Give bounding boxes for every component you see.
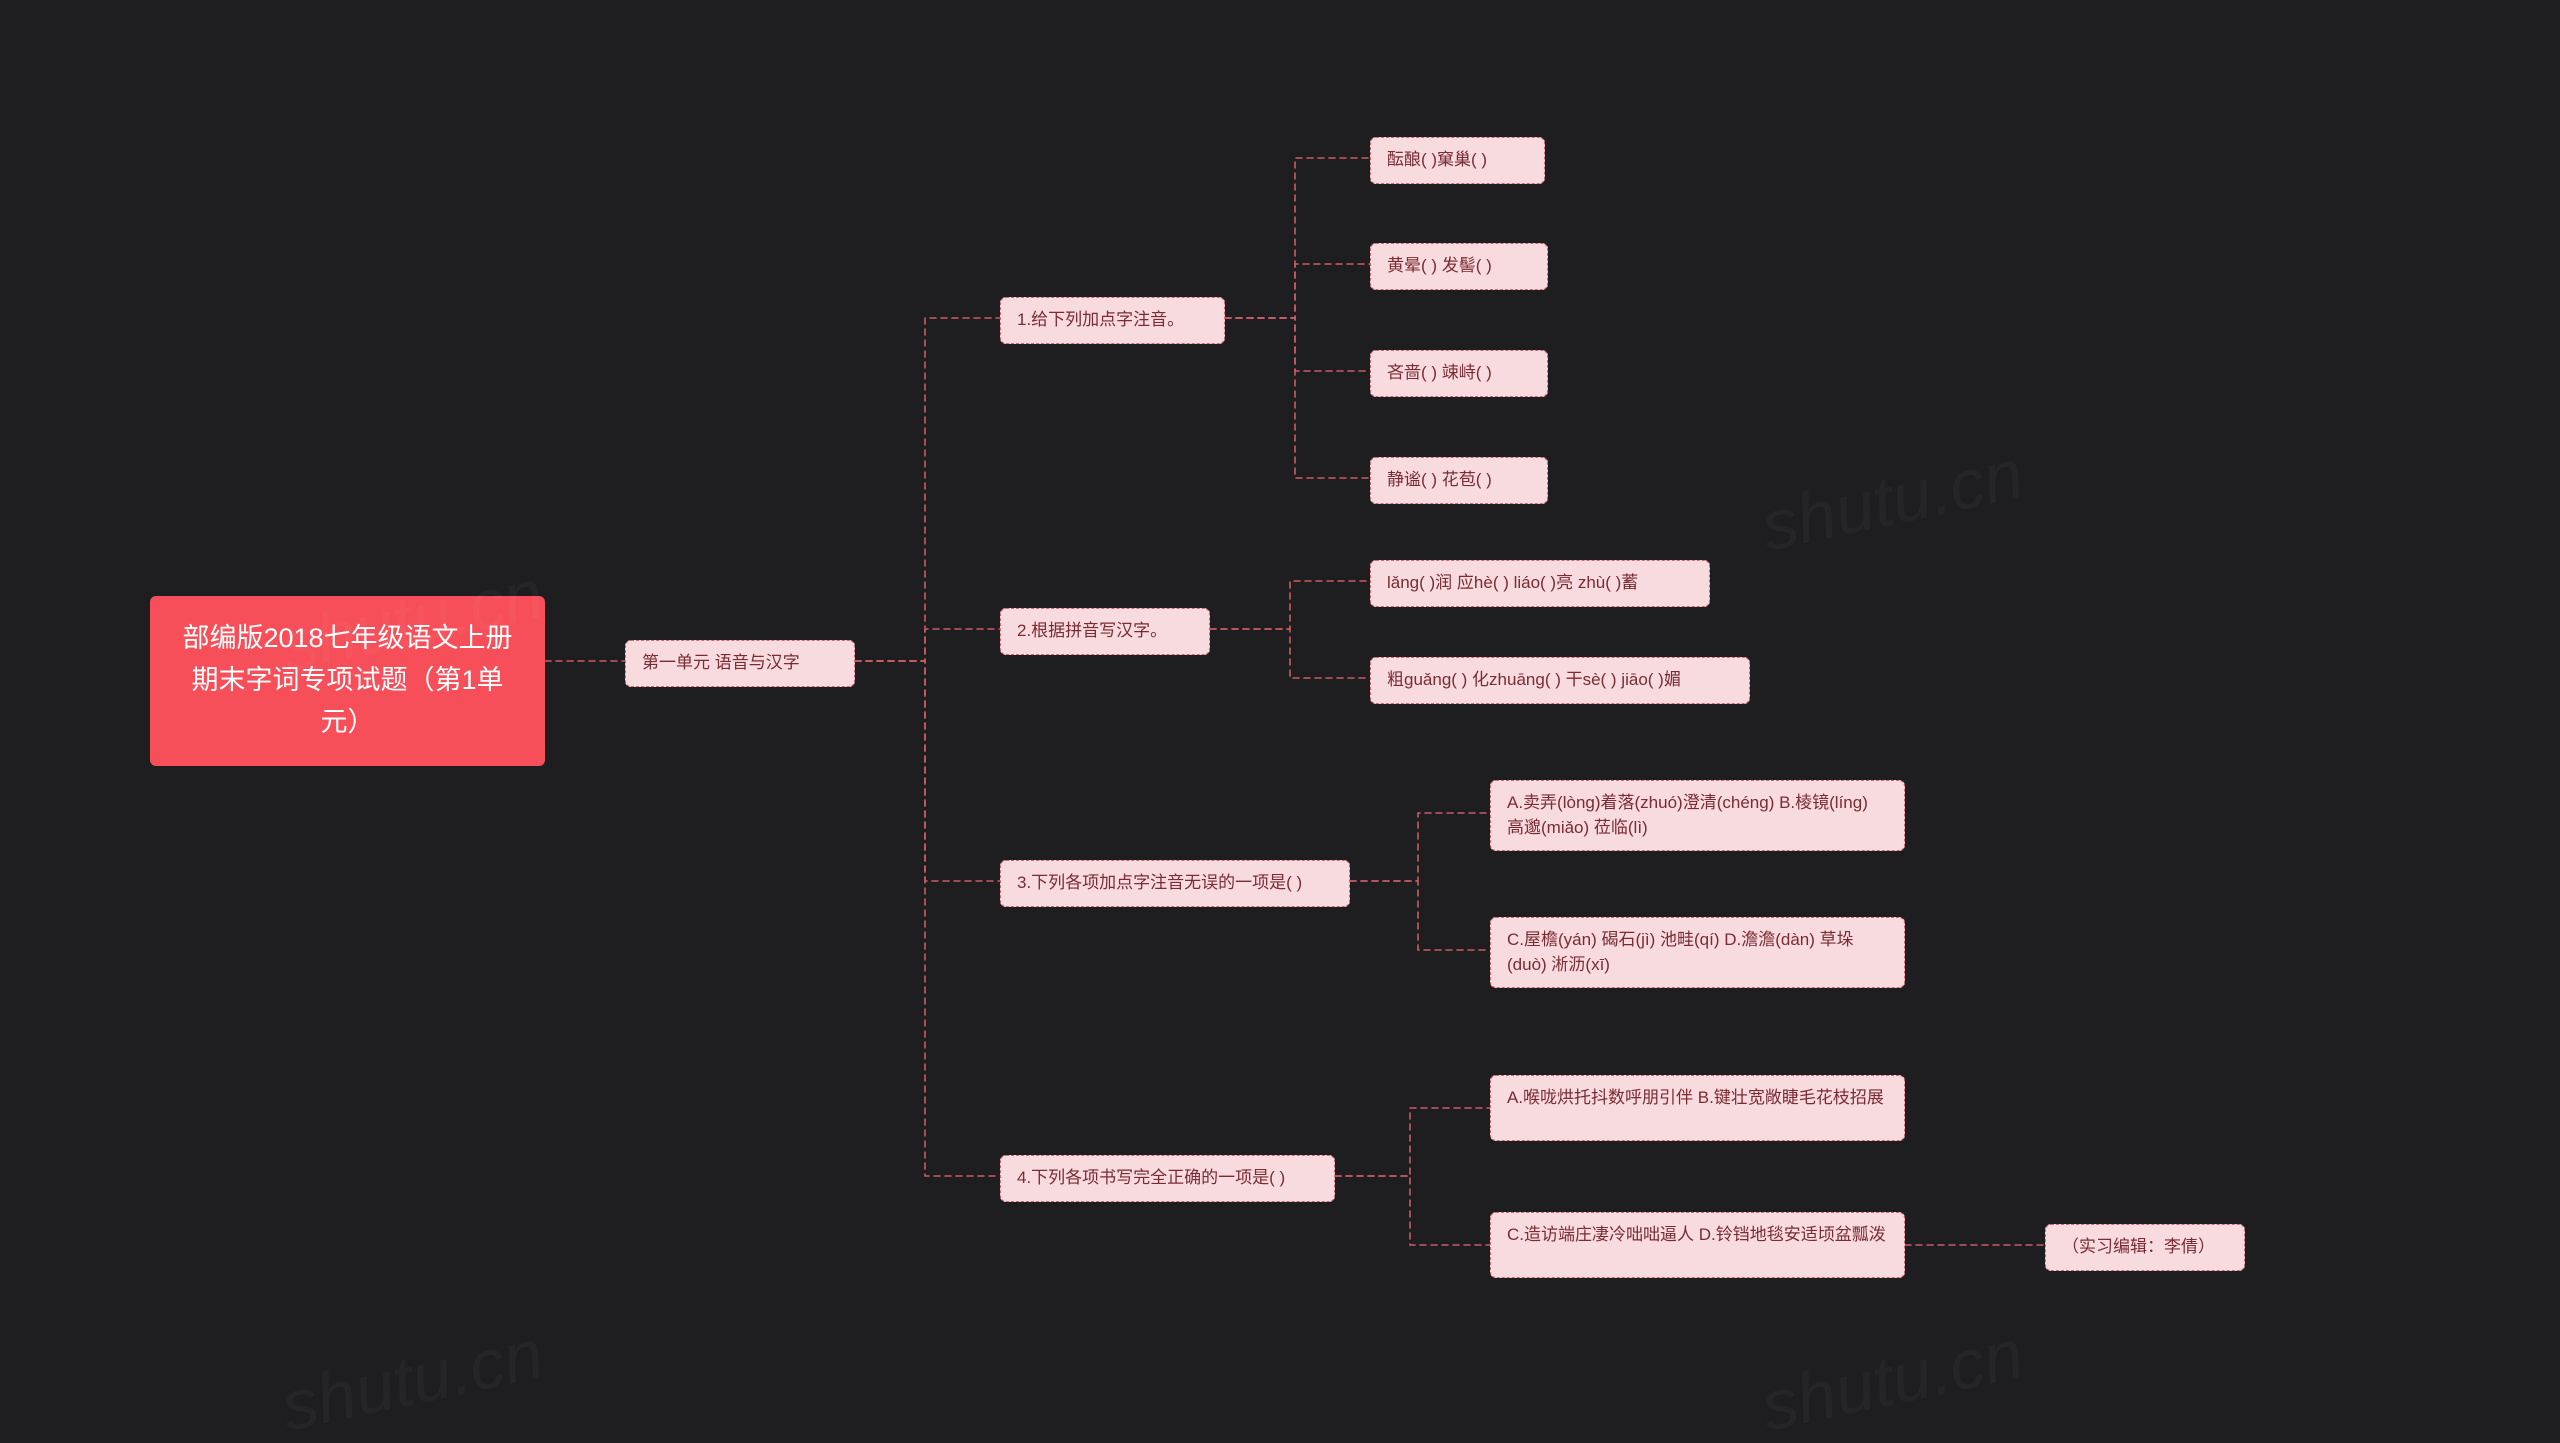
watermark: shutu.cn [1755,433,2030,566]
q3-node: 3.下列各项加点字注音无误的一项是( ) [1000,860,1350,907]
watermark: shutu.cn [1755,1313,2030,1443]
watermark: shutu.cn [275,1313,550,1443]
q4-child-0-text: A.喉咙烘托抖数呼朋引伴 B.键壮宽敞睫毛花枝招展 [1507,1088,1884,1107]
q1-child-0-text: 酝酿( )窠巢( ) [1387,150,1487,169]
q1-child-1-text: 黄晕( ) 发髻( ) [1387,256,1492,275]
q2-child-1-text: 粗guǎng( ) 化zhuāng( ) 干sè( ) jiāo( )媚 [1387,670,1681,689]
q1-child-3: 静谧( ) 花苞( ) [1370,457,1548,504]
root-node: 部编版2018七年级语文上册期末字词专项试题（第1单元） [150,596,545,766]
q3-child-0-text: A.卖弄(lòng)着落(zhuó)澄清(chéng) B.棱镜(líng) 高… [1507,793,1868,837]
q2-child-0-text: lǎng( )润 应hè( ) liáo( )亮 zhù( )蓄 [1387,573,1638,592]
q2-node: 2.根据拼音写汉字。 [1000,608,1210,655]
q2-text: 2.根据拼音写汉字。 [1017,621,1167,640]
q4-text: 4.下列各项书写完全正确的一项是( ) [1017,1168,1285,1187]
unit-text: 第一单元 语音与汉字 [642,653,800,672]
q3-child-0: A.卖弄(lòng)着落(zhuó)澄清(chéng) B.棱镜(líng) 高… [1490,780,1905,851]
q1-child-2: 吝啬( ) 竦峙( ) [1370,350,1548,397]
q2-child-0: lǎng( )润 应hè( ) liáo( )亮 zhù( )蓄 [1370,560,1710,607]
unit-node: 第一单元 语音与汉字 [625,640,855,687]
q4-node: 4.下列各项书写完全正确的一项是( ) [1000,1155,1335,1202]
q1-node: 1.给下列加点字注音。 [1000,297,1225,344]
q1-child-1: 黄晕( ) 发髻( ) [1370,243,1548,290]
root-text: 部编版2018七年级语文上册期末字词专项试题（第1单元） [182,623,512,737]
q1-child-2-text: 吝啬( ) 竦峙( ) [1387,363,1492,382]
editor-text: （实习编辑：李倩） [2062,1237,2215,1256]
q1-text: 1.给下列加点字注音。 [1017,310,1184,329]
q4-child-0: A.喉咙烘托抖数呼朋引伴 B.键壮宽敞睫毛花枝招展 [1490,1075,1905,1141]
q1-child-0: 酝酿( )窠巢( ) [1370,137,1545,184]
q1-child-3-text: 静谧( ) 花苞( ) [1387,470,1492,489]
q3-child-1-text: C.屋檐(yán) 碣石(jì) 池畦(qí) D.澹澹(dàn) 草垛(duò… [1507,930,1854,974]
q4-child-1-text: C.造访端庄凄冷咄咄逼人 D.铃铛地毯安适顷盆瓢泼 [1507,1225,1886,1244]
q4-child-1: C.造访端庄凄冷咄咄逼人 D.铃铛地毯安适顷盆瓢泼 [1490,1212,1905,1278]
q3-text: 3.下列各项加点字注音无误的一项是( ) [1017,873,1302,892]
q2-child-1: 粗guǎng( ) 化zhuāng( ) 干sè( ) jiāo( )媚 [1370,657,1750,704]
q3-child-1: C.屋檐(yán) 碣石(jì) 池畦(qí) D.澹澹(dàn) 草垛(duò… [1490,917,1905,988]
editor-node: （实习编辑：李倩） [2045,1224,2245,1271]
